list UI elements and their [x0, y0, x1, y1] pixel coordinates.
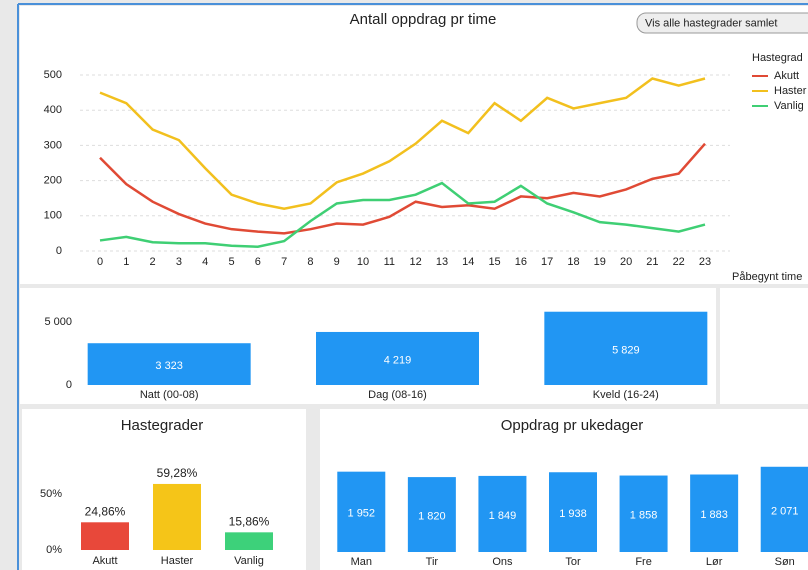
legend-title: Hastegrad: [752, 52, 803, 64]
x-tick-label: 2: [150, 256, 156, 268]
x-tick-label: Fre: [635, 556, 652, 568]
value-label: 1 820: [418, 510, 446, 522]
y-tick-label: 5 000: [44, 316, 72, 328]
x-tick-label: Lør: [706, 556, 723, 568]
x-tick-label: 0: [97, 256, 103, 268]
bar: [337, 471, 386, 552]
x-tick-label: 23: [699, 256, 711, 268]
x-tick-label: 9: [334, 256, 340, 268]
x-tick-label: 10: [357, 256, 369, 268]
x-tick-label: Kveld (16-24): [593, 389, 659, 401]
bar: [407, 477, 456, 552]
x-tick-label: 20: [620, 256, 632, 268]
bar: [316, 331, 479, 385]
value-label: 5 829: [612, 344, 640, 356]
y-tick-label: 500: [44, 69, 62, 81]
x-tick-label: 11: [384, 256, 395, 268]
bar: [153, 483, 201, 550]
value-label: 59,28%: [157, 466, 198, 480]
x-tick-label: 8: [307, 256, 313, 268]
x-tick-label: 22: [673, 256, 685, 268]
x-tick-label: 14: [462, 256, 474, 268]
value-label: 1 938: [559, 508, 587, 520]
legend-label: Haster: [774, 85, 807, 97]
x-axis-label: Påbegynt time: [732, 271, 802, 283]
line-series: [99, 142, 706, 235]
bar: [87, 343, 251, 385]
bar: [478, 475, 527, 552]
bar: [225, 532, 273, 550]
bar: [760, 466, 808, 552]
x-tick-label: 3: [176, 256, 182, 268]
chart-title: Oppdrag pr ukedager: [501, 417, 644, 434]
x-tick-label: 7: [281, 256, 287, 268]
y-tick-label: 0: [56, 245, 62, 257]
line-series: [99, 77, 706, 211]
bar: [81, 522, 129, 550]
value-label: 2 071: [771, 505, 799, 517]
value-label: 1 858: [630, 510, 658, 522]
x-tick-label: Dag (08-16): [368, 389, 427, 401]
x-tick-label: 5: [228, 256, 234, 268]
x-tick-label: 13: [436, 256, 448, 268]
y-tick-label: 300: [44, 139, 62, 151]
value-label: 1 849: [489, 510, 517, 522]
x-tick-label: Ons: [492, 556, 513, 568]
bar: [690, 474, 739, 552]
y-tick-label: 50%: [40, 488, 62, 500]
x-tick-label: 18: [567, 256, 579, 268]
x-tick-label: Natt (00-08): [140, 389, 199, 401]
y-tick-label: 400: [44, 104, 62, 116]
y-tick-label: 0: [66, 379, 72, 391]
value-label: 1 952: [348, 508, 376, 520]
x-tick-label: 19: [594, 256, 606, 268]
bar: [544, 311, 708, 385]
x-tick-label: 16: [515, 256, 527, 268]
x-tick-label: 21: [646, 256, 658, 268]
value-label: 15,86%: [229, 514, 270, 528]
x-tick-label: Tir: [426, 556, 439, 568]
x-tick-label: 4: [202, 256, 208, 268]
x-tick-label: Tor: [565, 556, 581, 568]
legend-label: Vanlig: [774, 100, 804, 112]
x-tick-label: Man: [351, 556, 372, 568]
chart-title: Antall oppdrag pr time: [350, 11, 497, 28]
chart-title: Hastegrader: [121, 417, 204, 434]
value-label: 24,86%: [85, 504, 126, 518]
legend-label: Akutt: [774, 70, 799, 82]
bar: [619, 475, 668, 552]
x-tick-label: 6: [255, 256, 261, 268]
x-tick-label: Vanlig: [234, 555, 264, 567]
bar: [549, 472, 597, 552]
line-series: [99, 181, 706, 249]
y-tick-label: 0%: [46, 544, 62, 556]
value-label: 4 219: [384, 354, 412, 366]
button-label[interactable]: Vis alle hastegrader samlet: [645, 17, 777, 29]
x-tick-label: 1: [123, 256, 129, 268]
y-tick-label: 200: [44, 175, 62, 187]
x-tick-label: Akutt: [92, 555, 117, 567]
toggle-button[interactable]: [636, 12, 808, 34]
x-tick-label: Søn: [775, 556, 795, 568]
value-label: 3 323: [155, 360, 183, 372]
x-tick-label: 12: [410, 256, 422, 268]
x-tick-label: Haster: [161, 555, 194, 567]
value-label: 1 883: [700, 509, 728, 521]
y-tick-label: 100: [44, 210, 62, 222]
x-tick-label: 15: [488, 256, 500, 268]
panel: [720, 288, 808, 404]
x-tick-label: 17: [541, 256, 553, 268]
